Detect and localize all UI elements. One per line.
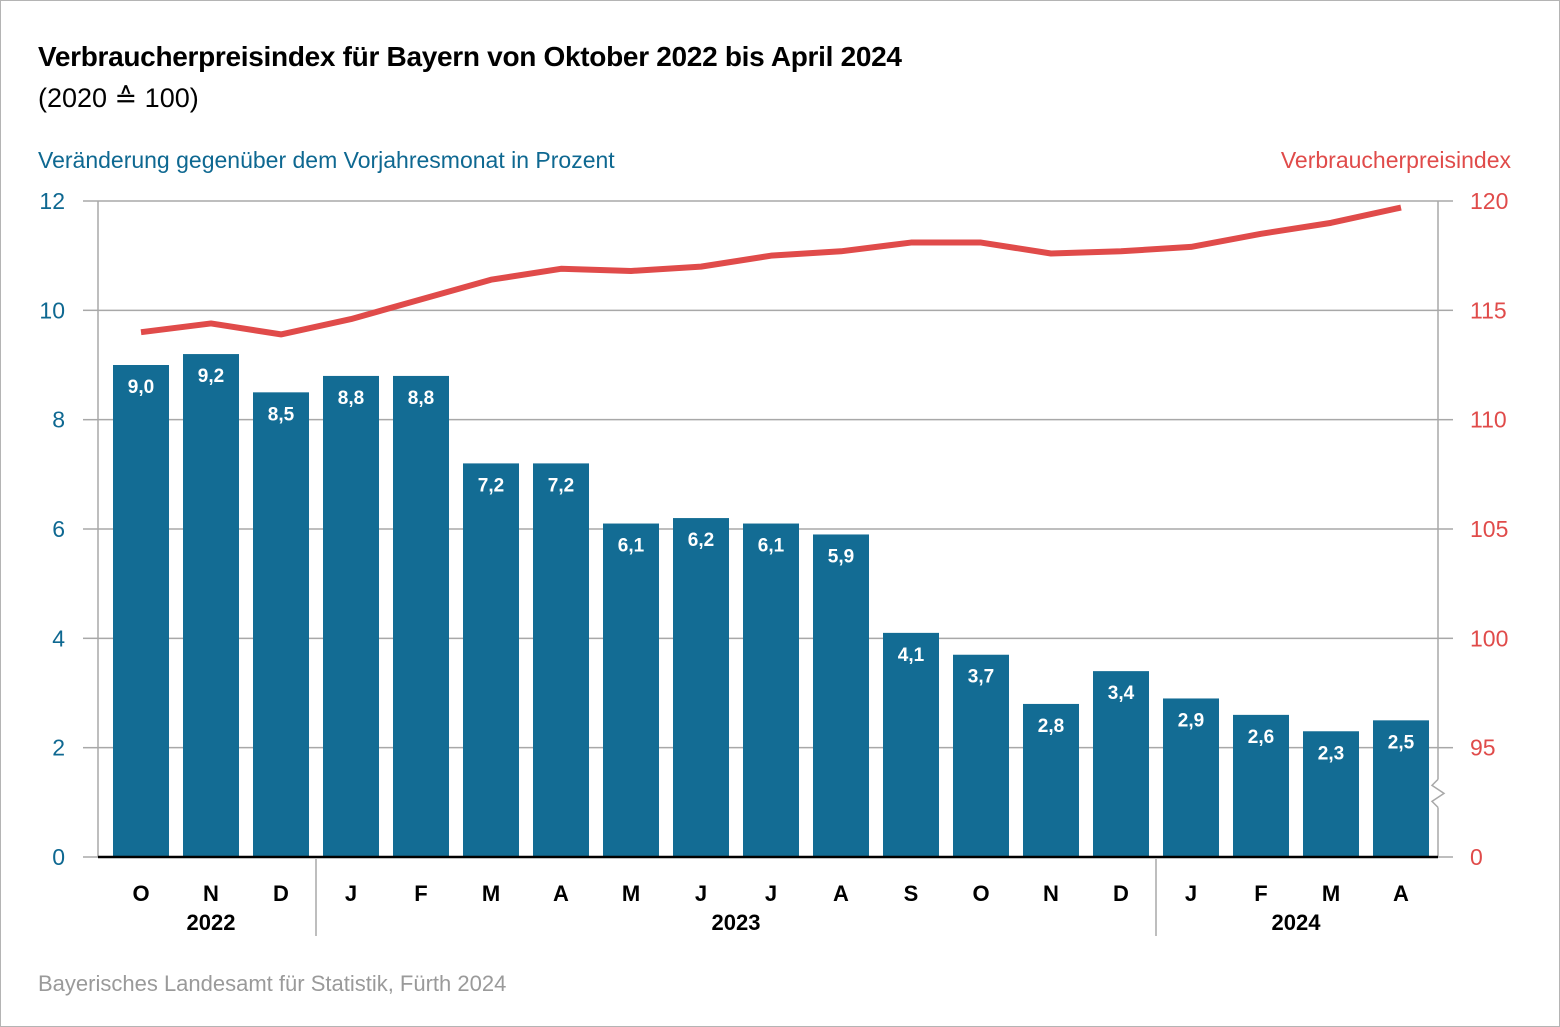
month-label: F [414,881,427,906]
bar [1233,714,1289,857]
right-tick-label: 110 [1470,407,1507,433]
month-label: J [695,881,707,906]
bar-data-label: 7,2 [478,475,504,496]
month-label: O [972,881,989,906]
cpi-line [140,204,1402,338]
bar-data-label: 5,9 [828,546,854,567]
bar-data-label: 9,2 [198,366,224,387]
bar [183,354,239,857]
month-label: A [553,881,569,906]
month-label: J [1185,881,1197,906]
month-label: D [273,881,289,906]
bars [113,354,1429,857]
month-label: J [345,881,357,906]
bar-data-label: 2,6 [1248,727,1274,748]
bar [393,375,449,857]
bar [1093,671,1149,857]
bar [813,534,869,857]
bar-data-label: 2,8 [1038,716,1064,737]
bar [253,392,309,857]
month-label: A [1393,881,1409,906]
left-tick-label: 10 [39,297,65,323]
left-tick-label: 6 [52,516,65,542]
month-label: D [1113,881,1129,906]
bar [953,654,1009,857]
month-label: N [1043,881,1059,906]
bar-data-label: 8,8 [338,388,364,409]
right-tick-label: 105 [1470,516,1508,542]
month-label: S [904,881,919,906]
right-tick-label: 120 [1470,188,1508,214]
right-tick-label: 115 [1470,297,1507,323]
bar-data-label: 3,7 [968,667,994,688]
left-tick-label: 0 [52,844,65,870]
bar [1303,731,1359,857]
bar [883,632,939,857]
chart-title: Verbraucherpreisindex für Bayern von Okt… [38,41,902,72]
bar-data-label: 8,5 [268,404,295,425]
month-label: O [132,881,149,906]
year-label: 2024 [1272,910,1322,935]
axes [83,200,1453,936]
year-label: 2023 [712,910,761,935]
bar [743,523,799,857]
right-axis-title: Verbraucherpreisindex [1280,147,1511,173]
data-labels: 9,0 9,2 8,5 8,8 8,8 7,2 7,2 6,1 6,2 6,1 5,9 4,1 3,7 2… [128,366,1415,764]
axis-break-icon [1430,778,1446,808]
bar-data-label: 2,5 [1388,732,1415,753]
bar [1163,698,1219,857]
bar [603,523,659,857]
source-note: Bayerisches Landesamt für Statistik, Für… [38,971,507,996]
bar [323,375,379,857]
bar-data-label: 2,9 [1178,710,1204,731]
bar [533,463,589,857]
bar [463,463,519,857]
left-tick-label: 12 [39,188,65,214]
bar-data-label: 4,1 [898,645,925,666]
left-tick-label: 2 [52,735,65,761]
chart-subtitle: (2020 ≙ 100) [38,83,199,113]
right-tick-label: 95 [1470,735,1496,761]
bar-data-label: 9,0 [128,377,154,398]
bar-data-label: 6,2 [688,530,714,551]
left-tick-label: 8 [52,407,65,433]
left-tick-label: 4 [52,625,65,651]
right-tick-label: 100 [1470,625,1508,651]
right-tick-label: 0 [1470,844,1483,870]
bar [673,518,729,857]
bar-data-label: 6,1 [618,536,645,557]
bar-data-label: 8,8 [408,388,434,409]
bar-data-label: 6,1 [758,536,785,557]
bar-data-label: 3,4 [1108,683,1135,704]
bar-data-label: 7,2 [548,475,574,496]
year-label: 2022 [187,910,236,935]
month-label: M [1322,881,1340,906]
month-label: J [765,881,777,906]
month-label: F [1254,881,1267,906]
bar [1373,720,1429,857]
bar-data-label: 2,3 [1318,743,1344,764]
bar [1023,703,1079,857]
month-label: M [482,881,500,906]
cpi-line-path [140,204,1402,338]
left-axis-title: Veränderung gegenüber dem Vorjahresmonat… [38,147,615,173]
month-label: A [833,881,849,906]
month-label: M [622,881,640,906]
bar [113,365,169,857]
month-label: N [203,881,219,906]
